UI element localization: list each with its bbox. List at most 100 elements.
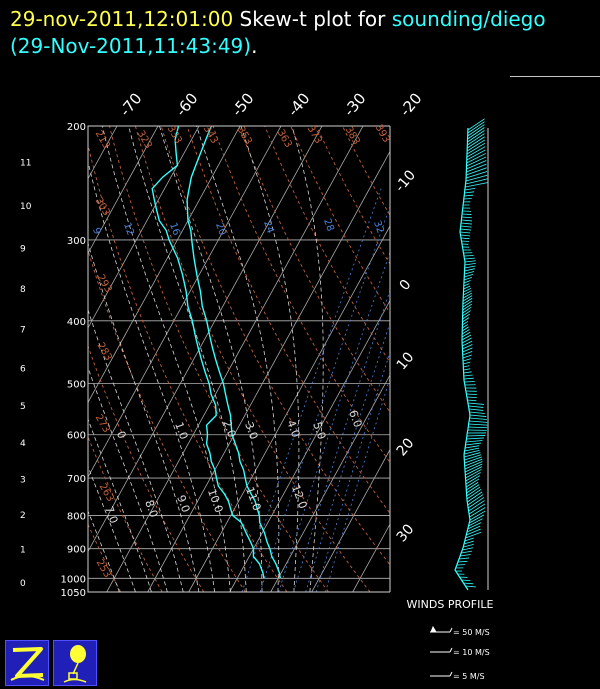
height-tick-label: 1 — [20, 545, 26, 555]
dry-adiabat-label: 363 — [275, 128, 294, 150]
wind-barb — [462, 306, 472, 314]
height-tick-label: 6 — [20, 364, 26, 374]
mixing-ratio-label: 16 — [167, 221, 182, 237]
wind-barb — [465, 469, 482, 479]
wind-barb — [467, 121, 485, 134]
dry-adiabat-line — [88, 248, 246, 592]
dry-adiabat-line — [88, 435, 163, 592]
isotherm-line — [88, 126, 282, 478]
wind-barb — [462, 351, 473, 356]
wind-barb — [465, 531, 482, 539]
wind-barb — [463, 377, 474, 380]
z-logo-icon[interactable] — [5, 640, 49, 686]
wind-barb — [463, 361, 471, 365]
isotherm-line — [88, 126, 241, 404]
wind-legend-barb — [430, 671, 453, 677]
title-text: Skew-t plot for — [239, 7, 386, 31]
wind-barb — [466, 163, 487, 173]
dewpoint-profile — [151, 126, 265, 579]
wind-barb — [464, 449, 480, 455]
isotherm-line — [106, 126, 364, 592]
wind-barb — [461, 337, 472, 344]
wind-barb — [469, 417, 487, 420]
isotherm-label: 10 — [394, 349, 418, 373]
wind-profile-line — [454, 127, 471, 591]
mixing-ratio-line — [241, 188, 382, 592]
wind-barb — [462, 313, 471, 320]
wind-barb — [464, 381, 475, 383]
moist-adiabat-line — [128, 126, 247, 592]
dry-adiabat-label: 293 — [95, 273, 114, 295]
pressure-tick-label: 300 — [67, 236, 86, 247]
wind-barb — [462, 340, 473, 347]
wind-legend-barb — [430, 647, 453, 653]
moist-adiabat-label: 2.0 — [220, 418, 238, 439]
height-tick-label: 4 — [20, 439, 26, 449]
isotherm-line — [0, 126, 76, 592]
wind-barb — [460, 554, 471, 557]
wind-barb — [468, 500, 485, 512]
moist-adiabat-label: 9.0 — [174, 493, 192, 514]
wind-barb — [465, 171, 488, 179]
wind-barb — [462, 297, 473, 305]
wind-barb — [463, 280, 471, 284]
wind-barb — [464, 191, 475, 194]
wind-barb — [466, 486, 481, 497]
wind-barb — [464, 257, 475, 260]
wind-barb — [467, 494, 484, 506]
wind-barb — [467, 118, 485, 131]
wind-barb — [463, 544, 474, 548]
height-tick-label: 11 — [20, 159, 31, 169]
moist-adiabat-line — [102, 126, 231, 592]
wind-barb — [460, 234, 470, 237]
isotherm-label: -10 — [392, 167, 419, 195]
wind-barb — [467, 127, 485, 140]
dry-adiabat-label: 323 — [135, 129, 154, 151]
wind-barb — [462, 324, 468, 329]
wind-barb — [464, 194, 474, 197]
dry-adiabat-line — [186, 126, 390, 514]
wind-barb — [467, 130, 485, 143]
wind-barb — [460, 225, 472, 228]
mixing-ratio-label: 20 — [213, 221, 228, 237]
wind-barb — [467, 133, 485, 146]
dry-adiabat-label: 283 — [95, 341, 114, 363]
wind-barb — [467, 522, 482, 530]
wind-barb — [465, 478, 480, 488]
weather-balloon-icon[interactable] — [53, 640, 97, 686]
mixing-ratio-line — [278, 251, 390, 592]
dry-adiabat-line — [134, 126, 371, 592]
wind-barb — [464, 187, 476, 191]
wind-barb — [465, 472, 481, 482]
mixing-ratio-line — [259, 205, 390, 592]
moist-adiabat-label: 12.0 — [289, 483, 310, 510]
dry-adiabat-line — [160, 126, 390, 566]
pressure-tick-label: 1050 — [61, 588, 86, 599]
height-tick-label: 0 — [20, 579, 26, 589]
profile-layer — [151, 126, 281, 579]
dry-adiabat-label: 213 — [93, 129, 112, 151]
moist-adiabat-line — [240, 126, 300, 592]
mixing-ratio-label: 12 — [121, 221, 136, 237]
wind-barb — [462, 320, 469, 326]
moist-adiabat-label: 5.0 — [310, 420, 328, 441]
wind-barb — [459, 231, 471, 234]
wind-barb — [461, 222, 472, 225]
wind-barb — [466, 488, 482, 500]
wind-barb — [464, 262, 476, 266]
sounding-time: (29-Nov-2011,11:43:49) — [10, 34, 252, 58]
isotherm-line — [88, 126, 323, 553]
wind-barb — [464, 458, 483, 467]
pressure-tick-label: 400 — [67, 317, 86, 328]
wind-legend-label: = 10 M/S — [453, 648, 490, 657]
mixing-ratio-label: 24 — [261, 219, 276, 235]
wind-barb — [465, 475, 481, 485]
wind-barb — [462, 213, 472, 215]
isotherm-label: 0 — [397, 277, 415, 294]
wind-barb — [464, 271, 475, 275]
wind-barb — [464, 537, 474, 542]
isotherm-label: -20 — [396, 89, 426, 119]
wind-barb — [466, 435, 486, 437]
plot-frame — [87, 125, 390, 593]
